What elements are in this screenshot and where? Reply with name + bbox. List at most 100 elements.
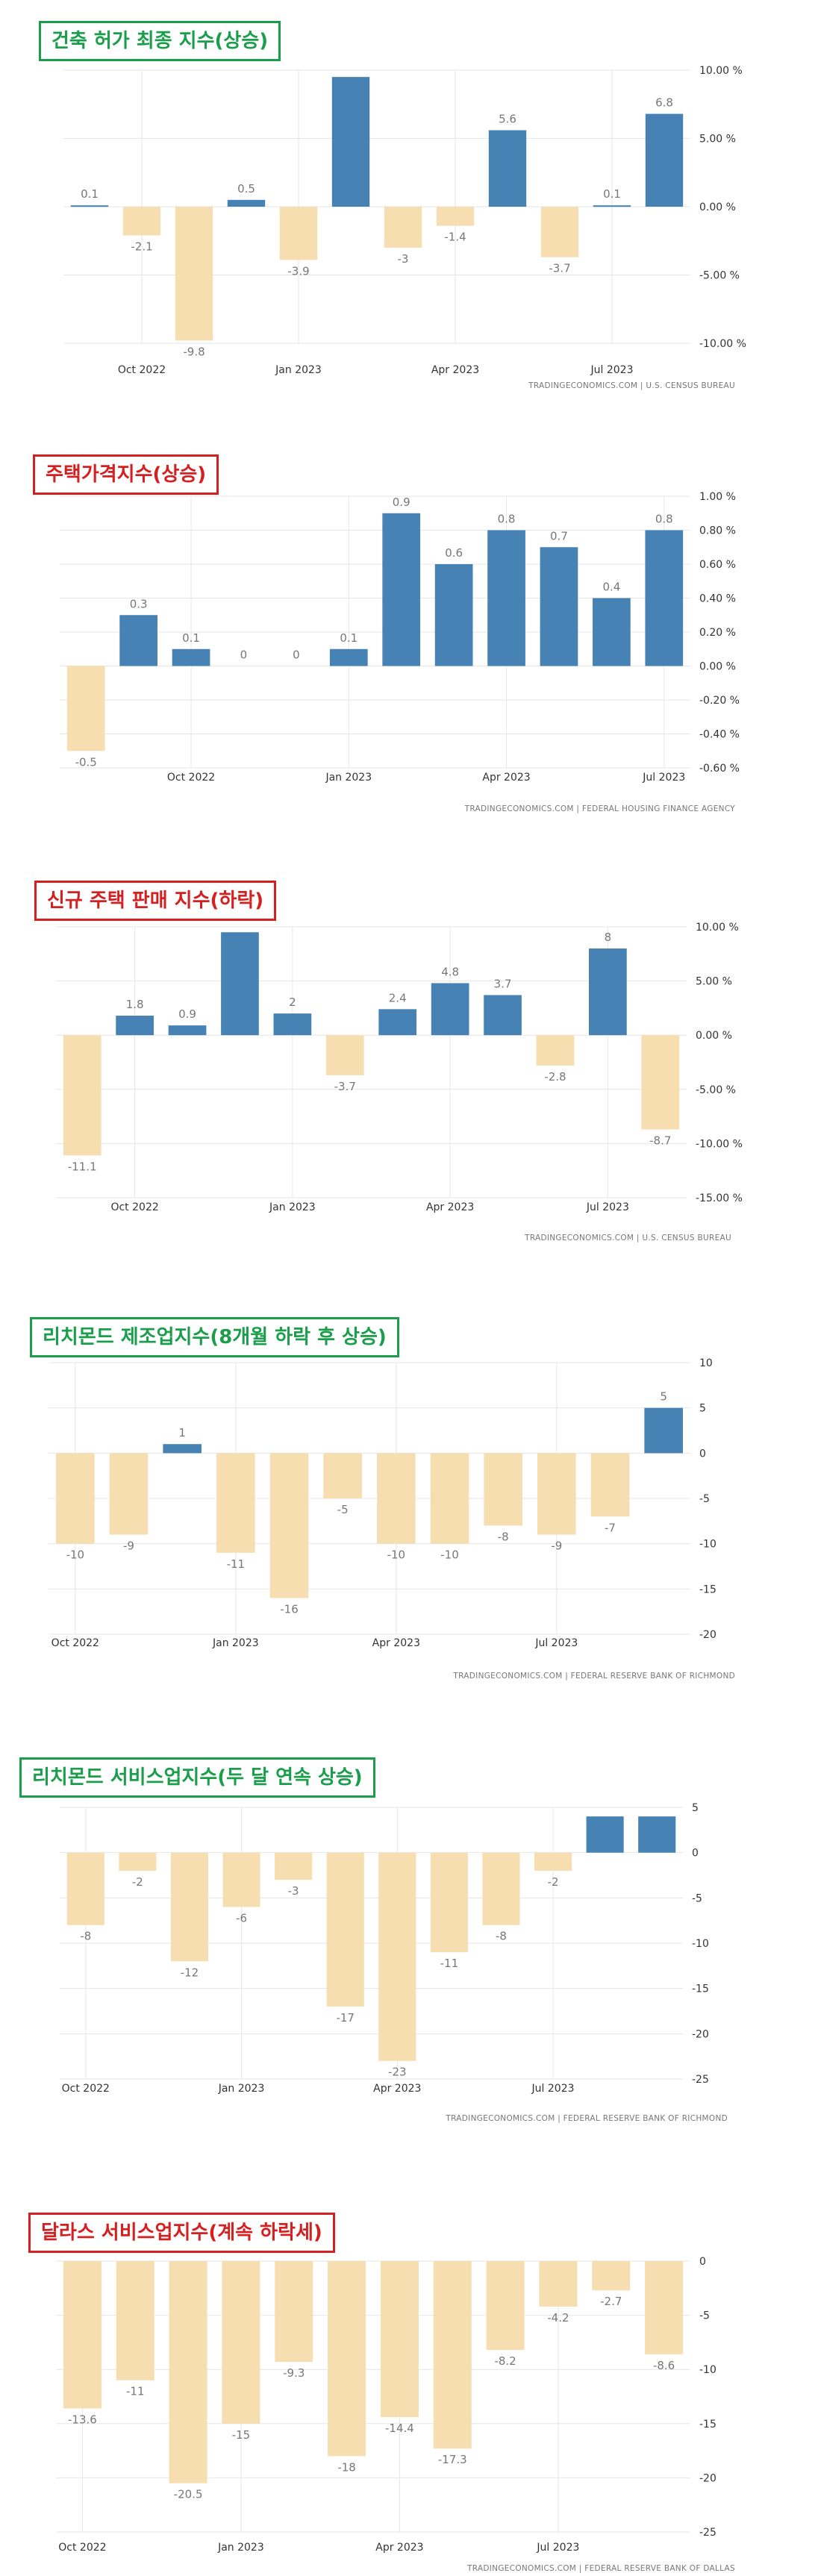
data-label: 4.8 — [441, 966, 459, 979]
data-label: 3.7 — [494, 977, 512, 990]
bar[interactable] — [275, 2261, 313, 2363]
bar[interactable] — [430, 1852, 468, 1953]
bar[interactable] — [216, 1453, 255, 1553]
bar[interactable] — [323, 1453, 362, 1498]
bar[interactable] — [66, 1852, 104, 1925]
x-tick-label: Jan 2023 — [275, 364, 322, 376]
bar[interactable] — [540, 547, 578, 666]
bar[interactable] — [56, 1453, 95, 1544]
bar[interactable] — [119, 1852, 157, 1871]
bar[interactable] — [641, 1035, 680, 1130]
bar[interactable] — [221, 932, 259, 1036]
bar[interactable] — [169, 2261, 207, 2483]
bar[interactable] — [63, 2261, 102, 2409]
bar[interactable] — [269, 1453, 309, 1598]
bar[interactable] — [279, 207, 318, 260]
x-tick-label: Jan 2023 — [269, 1201, 316, 1213]
bar[interactable] — [487, 530, 525, 666]
bar[interactable] — [590, 1453, 630, 1517]
bar[interactable] — [119, 615, 157, 666]
bar[interactable] — [384, 207, 422, 248]
source-credit: TRADINGECONOMICS.COM | FEDERAL RESERVE B… — [466, 2564, 735, 2573]
data-label: -3.7 — [334, 1080, 356, 1093]
bar[interactable] — [484, 995, 522, 1036]
bar[interactable] — [172, 648, 210, 666]
chart-title: 신규 주택 판매 지수(하락) — [34, 881, 277, 921]
bar[interactable] — [328, 2261, 366, 2457]
bar[interactable] — [430, 1453, 469, 1544]
bar[interactable] — [378, 1852, 416, 2061]
data-label: -2 — [132, 1875, 143, 1889]
bar[interactable] — [222, 1852, 260, 1907]
bar[interactable] — [536, 1035, 575, 1066]
data-label: 1.8 — [126, 998, 144, 1011]
bar[interactable] — [436, 207, 475, 226]
bar[interactable] — [227, 199, 266, 207]
bar[interactable] — [539, 2261, 578, 2307]
bar[interactable] — [586, 1816, 624, 1853]
bar[interactable] — [222, 2261, 260, 2424]
bar[interactable] — [433, 2261, 472, 2449]
bar[interactable] — [534, 1852, 572, 1871]
bar[interactable] — [116, 1016, 154, 1036]
x-tick-label: Apr 2023 — [375, 2542, 423, 2554]
bar[interactable] — [644, 1407, 683, 1454]
bar[interactable] — [482, 1852, 520, 1925]
bar[interactable] — [593, 598, 631, 666]
bar[interactable] — [540, 207, 579, 257]
bar[interactable] — [116, 2261, 154, 2380]
x-tick-label: Jul 2023 — [586, 1201, 629, 1213]
bar[interactable] — [593, 205, 631, 207]
bar[interactable] — [275, 1852, 313, 1881]
bar[interactable] — [488, 130, 527, 207]
x-tick-label: Apr 2023 — [426, 1201, 474, 1213]
bar[interactable] — [326, 1852, 364, 2007]
y-tick-label: -5.00 % — [699, 270, 740, 282]
bar[interactable] — [70, 205, 109, 207]
data-label: -23 — [388, 2066, 407, 2079]
bar[interactable] — [377, 1453, 416, 1544]
bar[interactable] — [382, 513, 421, 666]
data-label: -11.1 — [68, 1160, 97, 1173]
bar[interactable] — [331, 77, 370, 207]
bar[interactable] — [484, 1453, 522, 1526]
bar[interactable] — [638, 1816, 676, 1853]
bar[interactable] — [168, 1025, 207, 1036]
y-tick-label: -20 — [692, 2028, 709, 2040]
bar[interactable] — [431, 983, 469, 1036]
bar[interactable] — [329, 648, 368, 666]
bar[interactable] — [175, 207, 213, 341]
bar[interactable] — [325, 1035, 364, 1075]
bar[interactable] — [163, 1444, 202, 1454]
bar[interactable] — [645, 113, 684, 207]
y-tick-label: -15 — [699, 2419, 716, 2430]
bar[interactable] — [378, 1009, 417, 1036]
bar[interactable] — [434, 564, 473, 666]
data-label: 0.8 — [655, 513, 673, 526]
bar[interactable] — [592, 2261, 631, 2291]
data-label: -17.3 — [438, 2453, 467, 2466]
y-tick-label: 10.00 % — [699, 65, 743, 77]
bar[interactable] — [589, 948, 627, 1036]
y-tick-label: 10.00 % — [696, 922, 739, 934]
y-tick-label: 10 — [699, 1357, 713, 1369]
x-tick-label: Jan 2023 — [325, 772, 372, 784]
bar[interactable] — [645, 530, 684, 666]
bar[interactable] — [66, 666, 105, 751]
data-label: -10 — [66, 1548, 85, 1562]
x-tick-label: Oct 2022 — [110, 1201, 158, 1213]
bar[interactable] — [109, 1453, 149, 1535]
bar[interactable] — [645, 2261, 684, 2354]
data-label: -10 — [440, 1548, 459, 1562]
y-tick-label: -10.00 % — [696, 1138, 743, 1150]
bar[interactable] — [537, 1453, 576, 1535]
bar[interactable] — [170, 1852, 209, 1962]
bar[interactable] — [122, 207, 161, 236]
bar[interactable] — [63, 1035, 102, 1156]
bar[interactable] — [273, 1013, 312, 1036]
bar[interactable] — [486, 2261, 525, 2351]
data-label: -2 — [548, 1875, 559, 1889]
x-tick-label: Oct 2022 — [118, 364, 166, 376]
bar[interactable] — [380, 2261, 419, 2418]
data-label: -2.8 — [544, 1070, 566, 1084]
